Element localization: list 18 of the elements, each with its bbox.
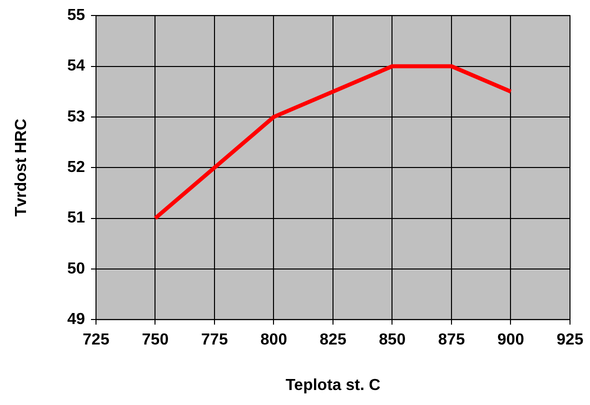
x-tick-label: 850: [378, 332, 406, 349]
y-tick-label: 52: [67, 159, 86, 176]
y-tick-label: 49: [67, 311, 86, 328]
x-tick-label: 725: [82, 332, 110, 349]
x-tick-label: 825: [320, 332, 346, 349]
y-tick-label: 53: [67, 108, 86, 126]
y-axis-title: Tvrdost HRC: [13, 118, 30, 216]
x-tick-label: 900: [497, 332, 524, 349]
x-tick-label: 875: [438, 332, 465, 349]
y-tick-label: 51: [67, 210, 86, 227]
y-tick-label: 54: [67, 58, 86, 75]
x-tick-label: 800: [260, 332, 288, 349]
y-tick-label: 55: [67, 7, 86, 24]
x-tick-label: 750: [142, 332, 169, 349]
x-axis-title: Teplota st. C: [286, 376, 381, 394]
y-tick-label: 50: [67, 260, 86, 278]
x-tick-label: 775: [201, 332, 228, 349]
x-tick-label: 925: [556, 332, 584, 349]
